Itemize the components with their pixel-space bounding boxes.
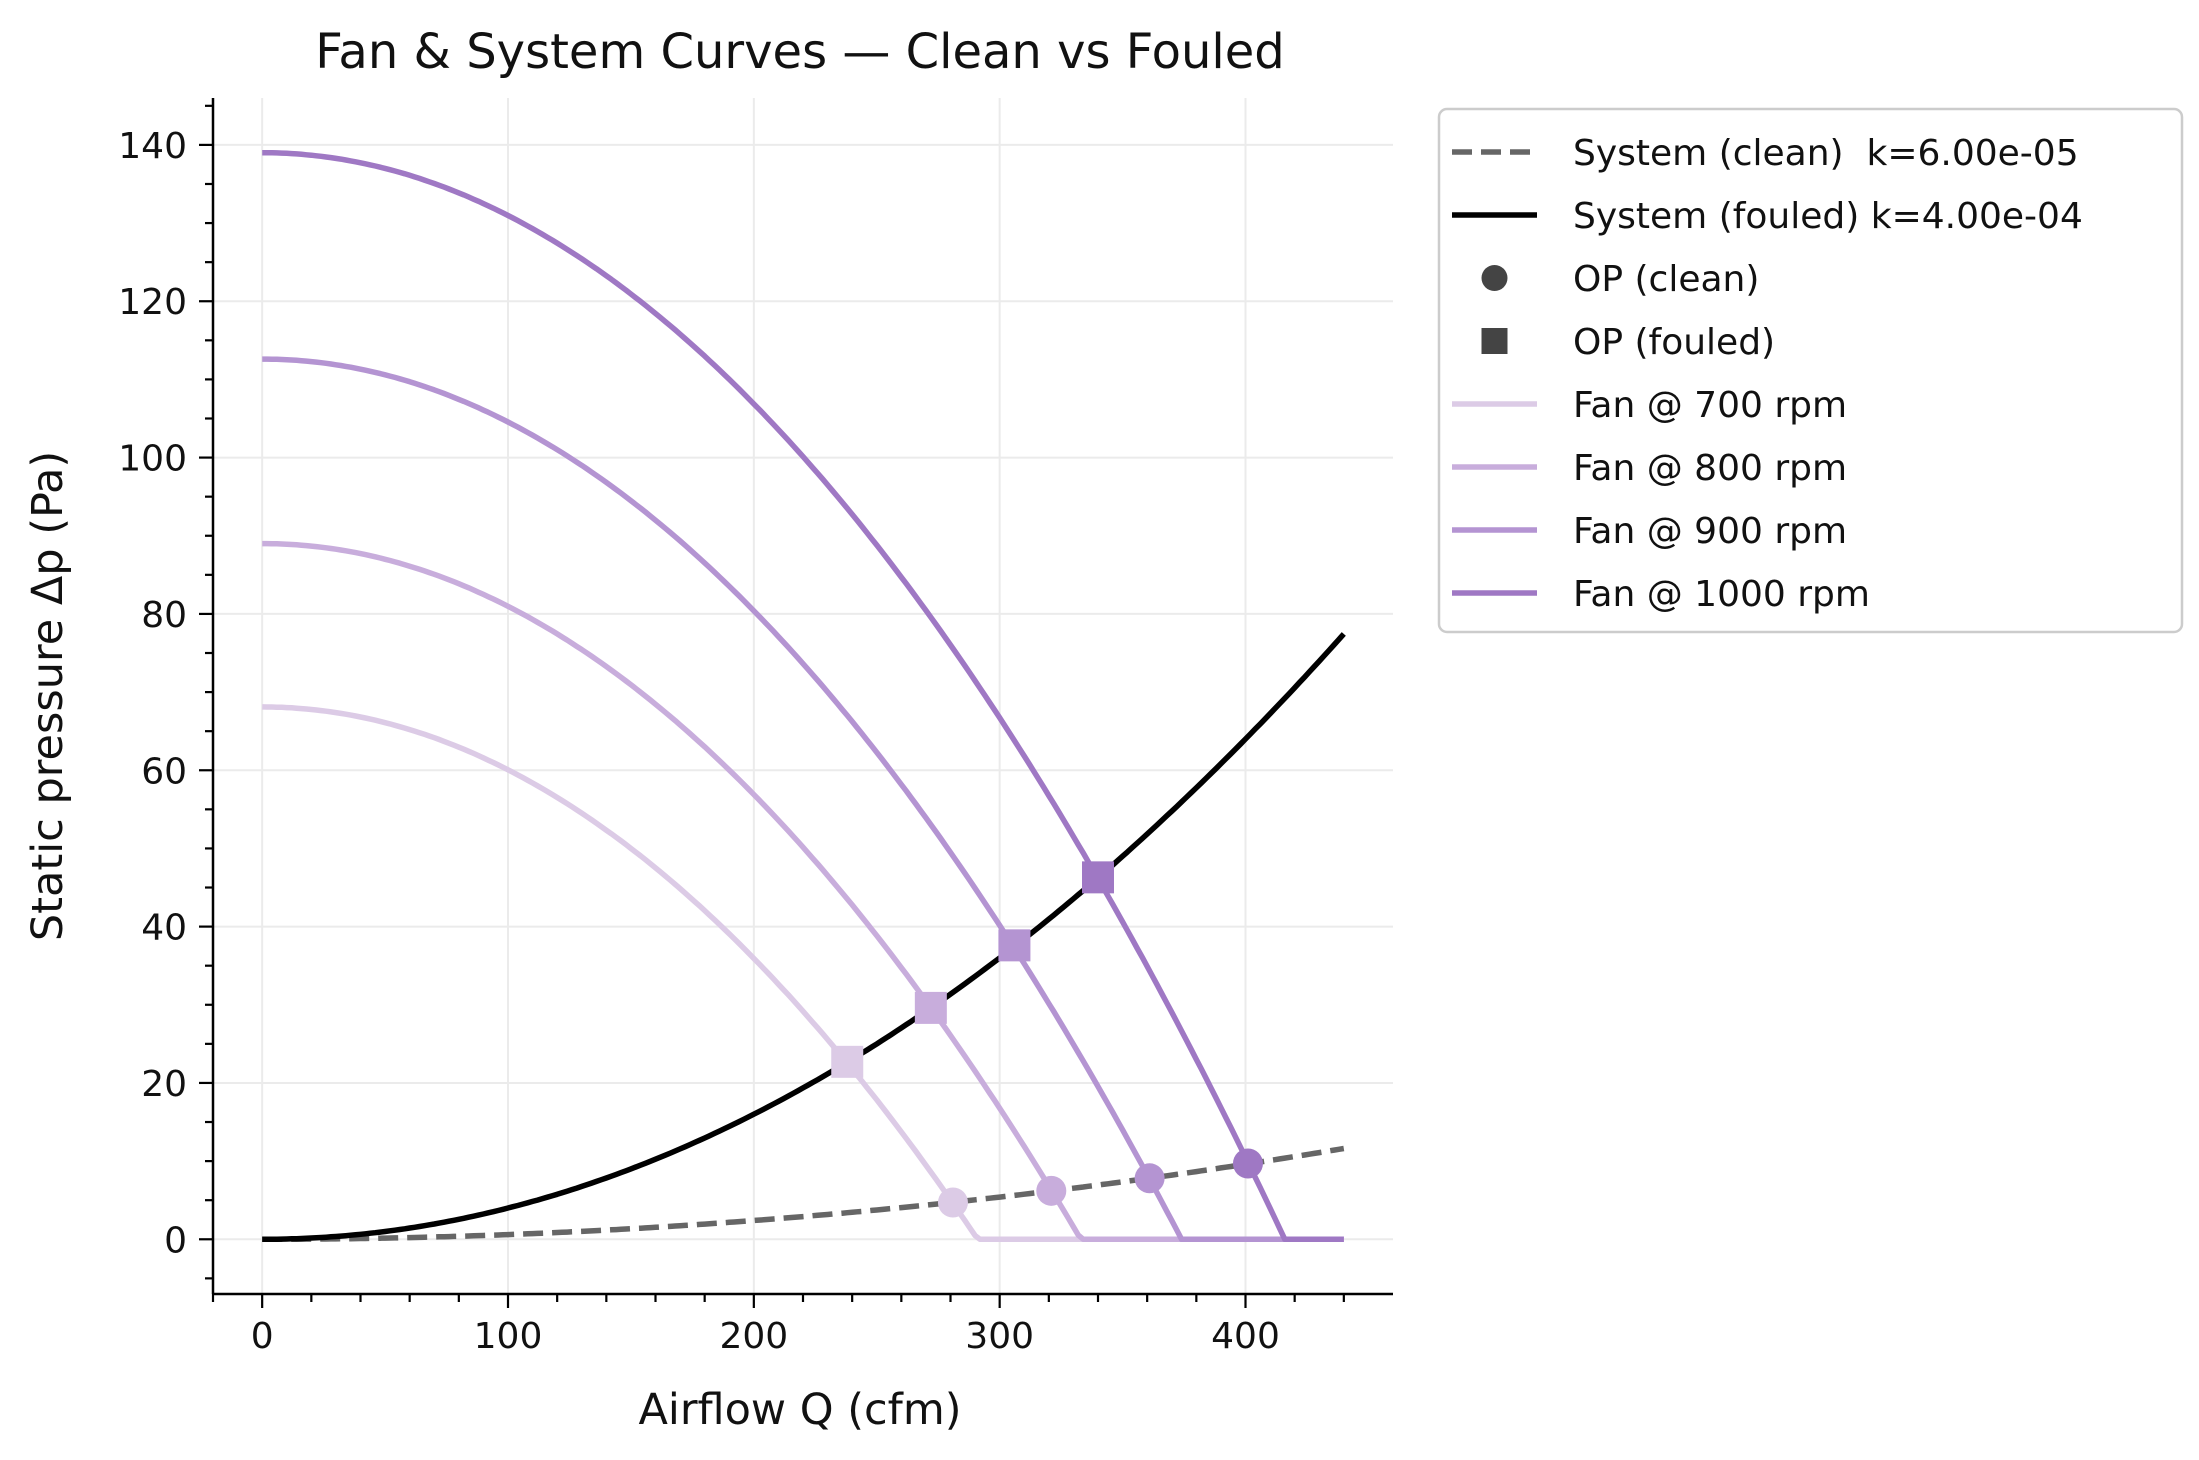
x-tick-label: 0 [251,1316,274,1357]
legend-entry: OP (clean) [1481,259,1759,300]
legend-swatch-circle [1481,265,1508,291]
legend-entry: OP (fouled) [1481,322,1775,363]
plot-area [262,149,1346,1243]
y-tick-label: 20 [141,1064,187,1105]
legend-label: OP (fouled) [1573,322,1775,363]
op-clean-900-rpm [1134,1163,1165,1194]
op-fouled-900-rpm [998,929,1031,962]
x-tick-label: 100 [474,1316,543,1357]
x-tick-label: 400 [1211,1316,1280,1357]
chart-title: Fan & System Curves — Clean vs Fouled [315,24,1285,80]
legend-entry: System (clean) k=6.00e-05 [1452,133,2079,174]
op-clean-800-rpm [1036,1175,1067,1206]
legend-label: Fan @ 700 rpm [1573,385,1847,426]
legend-entry: Fan @ 800 rpm [1452,448,1847,489]
legend-entry: Fan @ 900 rpm [1452,511,1847,552]
op-fouled-800-rpm [914,991,947,1024]
x-tick-label: 200 [719,1316,788,1357]
op-clean-1000-rpm [1232,1148,1263,1179]
legend-swatch-square [1481,328,1508,354]
grid [213,98,1393,1294]
axes: 0 100 200 300 400 0 20 40 60 80 100 120 140 [118,98,1393,1357]
x-axis-label: Airflow Q (cfm) [638,1385,961,1435]
legend-entry: Fan @ 700 rpm [1452,385,1847,426]
y-tick-label: 100 [118,439,187,480]
fan-curve-700-rpm [262,704,1344,1243]
y-axis-label: Static pressure Δp (Pa) [23,451,73,941]
legend-entry: System (fouled) k=4.00e-04 [1452,196,2083,237]
fan-curve-1000-rpm [262,149,1344,1243]
y-tick-label: 140 [118,126,187,167]
y-tick-label: 120 [118,282,187,323]
x-tick-label: 300 [965,1316,1034,1357]
op-clean-700-rpm [937,1187,968,1218]
y-tick-label: 0 [164,1220,187,1261]
legend-label: System (clean) k=6.00e-05 [1573,133,2079,174]
fan-curve-900-rpm [262,356,1344,1243]
legend-label: Fan @ 900 rpm [1573,511,1847,552]
op-fouled-700-rpm [831,1045,864,1078]
legend-label: Fan @ 1000 rpm [1573,574,1870,615]
y-tick-label: 80 [141,595,187,636]
legend: System (clean) k=6.00e-05 System (fouled)… [1437,107,2184,634]
legend-label: OP (clean) [1573,259,1759,300]
legend-box [1437,107,2184,634]
op-fouled-1000-rpm [1082,861,1114,894]
legend-label: Fan @ 800 rpm [1573,448,1847,489]
fan-curve-800-rpm [262,540,1344,1243]
legend-entry: Fan @ 1000 rpm [1452,574,1870,615]
legend-label: System (fouled) k=4.00e-04 [1573,196,2083,237]
y-tick-label: 60 [141,751,187,792]
y-tick-label: 40 [141,908,187,949]
system-curve-fouled [262,632,1346,1243]
